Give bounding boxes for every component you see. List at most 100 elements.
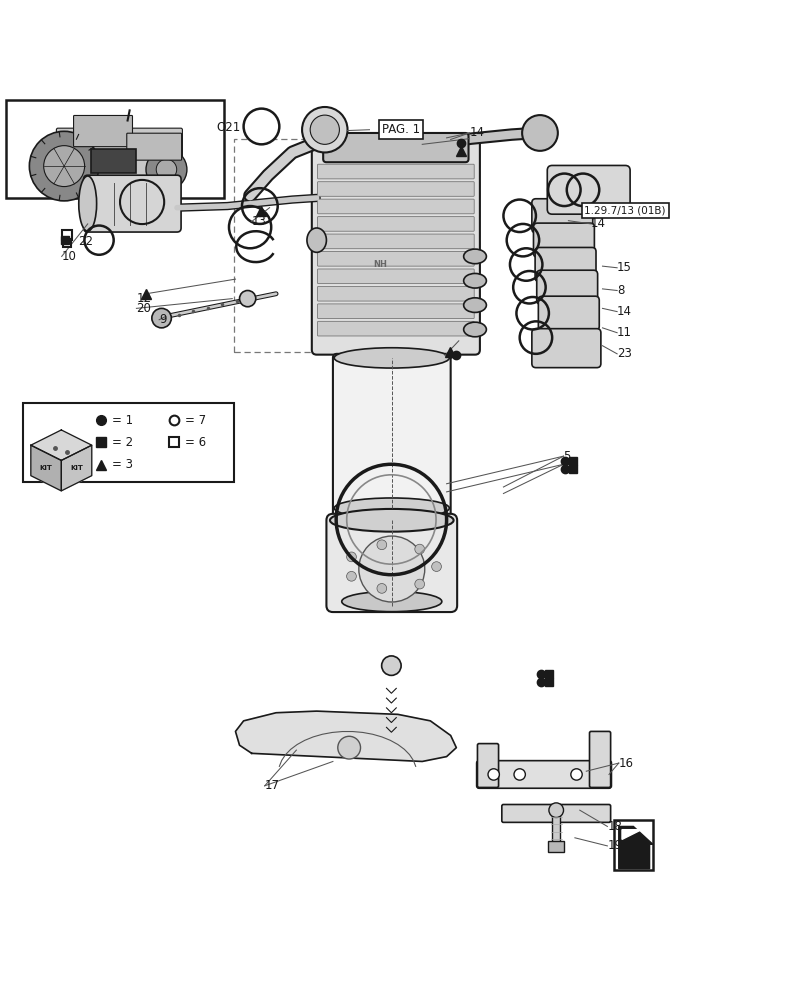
Text: 12: 12 <box>136 292 151 305</box>
Ellipse shape <box>334 498 448 518</box>
Circle shape <box>346 571 356 581</box>
FancyBboxPatch shape <box>317 164 474 179</box>
Text: 10: 10 <box>62 250 76 263</box>
Bar <box>234 139 478 352</box>
FancyBboxPatch shape <box>317 321 474 336</box>
Circle shape <box>337 736 360 759</box>
Text: 11: 11 <box>616 326 631 339</box>
Text: 9: 9 <box>159 313 166 326</box>
Ellipse shape <box>307 228 326 252</box>
Text: = 3: = 3 <box>112 458 133 471</box>
Bar <box>6 100 224 198</box>
Circle shape <box>146 149 187 190</box>
FancyBboxPatch shape <box>536 270 597 304</box>
FancyBboxPatch shape <box>317 252 474 266</box>
Text: 14: 14 <box>590 217 605 230</box>
FancyBboxPatch shape <box>74 115 132 147</box>
Text: 1.29.7/13 (01B): 1.29.7/13 (01B) <box>584 205 665 215</box>
Circle shape <box>548 803 563 817</box>
FancyBboxPatch shape <box>317 304 474 319</box>
FancyBboxPatch shape <box>477 744 498 787</box>
FancyBboxPatch shape <box>311 138 479 355</box>
Ellipse shape <box>329 509 453 532</box>
Text: 22: 22 <box>78 235 92 248</box>
Circle shape <box>376 540 386 550</box>
FancyBboxPatch shape <box>531 199 592 233</box>
Text: 5: 5 <box>563 450 570 463</box>
Circle shape <box>346 552 356 562</box>
Circle shape <box>156 159 177 180</box>
FancyBboxPatch shape <box>538 296 599 330</box>
Text: 18: 18 <box>607 820 621 833</box>
FancyBboxPatch shape <box>589 731 610 787</box>
Circle shape <box>376 584 386 593</box>
Circle shape <box>29 131 99 201</box>
FancyBboxPatch shape <box>317 269 474 284</box>
FancyBboxPatch shape <box>333 354 450 520</box>
Bar <box>23 403 234 482</box>
Circle shape <box>381 656 401 675</box>
Circle shape <box>521 115 557 151</box>
FancyBboxPatch shape <box>531 329 600 368</box>
Bar <box>613 820 652 870</box>
FancyBboxPatch shape <box>547 165 629 214</box>
Ellipse shape <box>79 176 97 231</box>
FancyBboxPatch shape <box>501 804 610 822</box>
Polygon shape <box>31 445 62 491</box>
Circle shape <box>152 308 171 328</box>
Text: 13: 13 <box>251 215 266 228</box>
Ellipse shape <box>463 322 486 337</box>
Circle shape <box>243 109 279 144</box>
FancyBboxPatch shape <box>317 217 474 231</box>
FancyBboxPatch shape <box>317 199 474 214</box>
Circle shape <box>414 579 424 589</box>
Circle shape <box>310 115 339 144</box>
Polygon shape <box>621 830 641 839</box>
Circle shape <box>358 536 424 602</box>
Circle shape <box>44 146 84 187</box>
Polygon shape <box>31 430 92 460</box>
Text: 14: 14 <box>616 305 631 318</box>
FancyBboxPatch shape <box>84 175 181 232</box>
Polygon shape <box>618 826 652 869</box>
Circle shape <box>487 769 499 780</box>
Text: NH: NH <box>372 260 387 269</box>
Text: 14: 14 <box>469 126 483 139</box>
Text: O21: O21 <box>216 121 240 134</box>
Text: 19: 19 <box>607 839 621 852</box>
Text: = 7: = 7 <box>185 414 206 427</box>
Text: 4: 4 <box>444 349 452 362</box>
Circle shape <box>513 769 525 780</box>
Ellipse shape <box>341 591 441 612</box>
Polygon shape <box>62 445 92 491</box>
Text: = 6: = 6 <box>185 436 206 449</box>
FancyBboxPatch shape <box>317 234 474 249</box>
Ellipse shape <box>463 298 486 312</box>
FancyBboxPatch shape <box>326 514 457 612</box>
Ellipse shape <box>334 348 448 368</box>
Text: = 2: = 2 <box>112 436 133 449</box>
FancyBboxPatch shape <box>317 286 474 301</box>
Text: = 1: = 1 <box>112 414 133 427</box>
Text: 16: 16 <box>618 757 633 770</box>
FancyBboxPatch shape <box>323 133 468 162</box>
FancyBboxPatch shape <box>534 247 595 282</box>
Ellipse shape <box>463 249 486 264</box>
FancyBboxPatch shape <box>317 182 474 196</box>
Bar <box>551 812 560 843</box>
Circle shape <box>302 107 347 152</box>
Text: KIT: KIT <box>70 465 83 471</box>
Polygon shape <box>235 711 456 761</box>
Text: KIT: KIT <box>40 465 53 471</box>
Bar <box>91 149 135 173</box>
Circle shape <box>431 562 441 571</box>
Ellipse shape <box>463 273 486 288</box>
Text: 17: 17 <box>264 779 279 792</box>
Circle shape <box>239 291 255 307</box>
Circle shape <box>570 769 581 780</box>
Text: 8: 8 <box>616 284 624 297</box>
FancyBboxPatch shape <box>56 128 182 178</box>
Circle shape <box>414 544 424 554</box>
Text: 20: 20 <box>136 302 151 315</box>
FancyBboxPatch shape <box>127 133 182 160</box>
